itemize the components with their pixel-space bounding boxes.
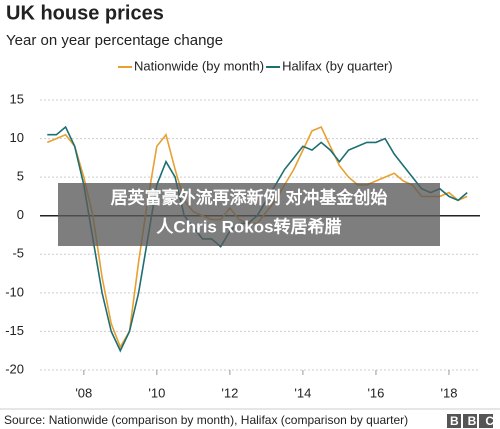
x-tick-label: '18 [440, 385, 457, 400]
logo-box [479, 414, 493, 428]
logo-box [447, 414, 461, 428]
y-tick-label: -20 [5, 361, 24, 376]
y-tick-label: -5 [12, 246, 24, 261]
x-tick-label: '10 [148, 385, 165, 400]
logo: BBC [450, 414, 500, 428]
chart-subtitle: Year on year percentage change [6, 32, 223, 49]
y-tick-label: 5 [17, 169, 24, 184]
source: Source: Nationwide (comparison by month)… [4, 413, 408, 427]
chart-title: UK house prices [6, 2, 164, 24]
y-tick-label: 15 [10, 91, 24, 106]
overlay-banner [58, 183, 440, 246]
x-tick-label: '08 [75, 385, 92, 400]
overlay-text: 居英富豪外流再添新例 对冲基金创始 [111, 187, 388, 207]
y-tick-label: 0 [17, 207, 24, 222]
y-tick-label: -15 [5, 323, 24, 338]
y-tick-label: -10 [5, 284, 24, 299]
x-tick-label: '16 [367, 385, 384, 400]
logo-box [463, 414, 477, 428]
y-tick-label: 10 [10, 130, 24, 145]
legend-label: Halifax (by quarter) [282, 58, 393, 73]
x-tick-label: '14 [294, 385, 311, 400]
legend-label: Nationwide (by month) [134, 58, 264, 73]
overlay-text: 人Chris Rokos转居希腊 [156, 216, 341, 236]
x-tick-label: '12 [221, 385, 238, 400]
